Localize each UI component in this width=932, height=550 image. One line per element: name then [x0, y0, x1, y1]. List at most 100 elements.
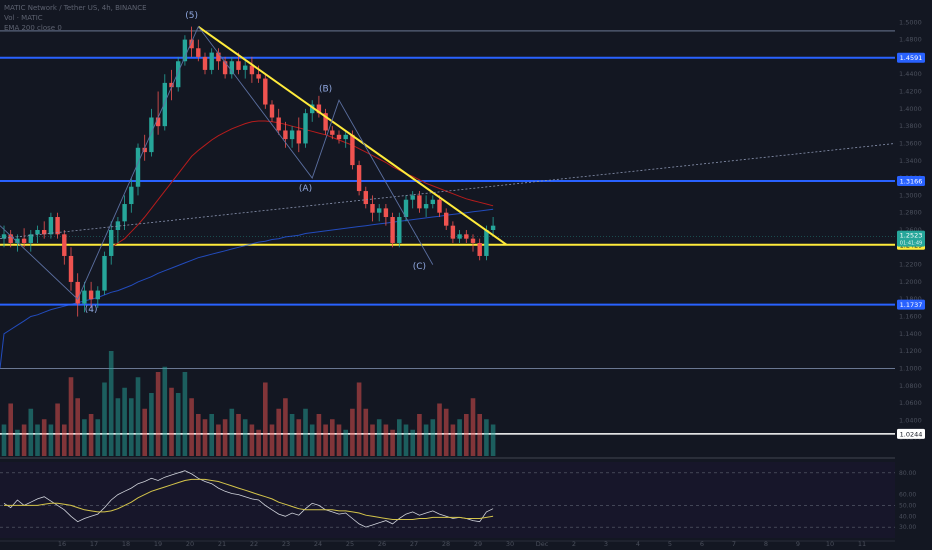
candle-body [229, 61, 234, 75]
volume-bar [410, 429, 415, 456]
candle-body [8, 234, 13, 243]
volume-bar [390, 429, 395, 456]
indicator-vol[interactable]: Vol · MATIC [4, 14, 43, 22]
time-axis[interactable]: 16 17 18 19 20 21 22 23 24 25 26 27 28 29 30 Dec 2 3 4 5 6 7 8… [58, 540, 866, 548]
candle-body [169, 82, 174, 88]
x-tick-label: 29 [474, 540, 482, 548]
candle-body [397, 217, 402, 243]
volume-bar [256, 429, 261, 456]
candle-body [356, 165, 362, 192]
volume-bar [450, 424, 456, 456]
volume-bar [182, 372, 188, 456]
y-tick-label: 1.1400 [899, 330, 922, 338]
candle-body [323, 113, 328, 131]
candle-body [82, 290, 87, 304]
candle-body [316, 104, 322, 114]
candles[interactable] [1, 26, 496, 317]
y-tick-label: 1.4400 [899, 70, 922, 78]
candle-body [135, 147, 141, 187]
candle-body [303, 113, 308, 144]
candle-body [222, 61, 228, 75]
y-tick-label: 1.1800 [899, 295, 922, 303]
volume-bar [296, 419, 302, 456]
wave-label: (C) [413, 262, 426, 272]
candle-body [102, 255, 107, 291]
ema-line [0, 120, 494, 369]
last-price-label: 1.2523 [900, 232, 923, 240]
candle-body [350, 134, 355, 166]
rsi-tick-label: 80.00 [899, 470, 916, 477]
volume-bar [323, 424, 328, 456]
candle-body [437, 199, 442, 213]
x-tick-label: 19 [154, 540, 162, 548]
horizontal-levels[interactable] [0, 30, 895, 435]
candle-body [444, 212, 449, 226]
volume-bar [108, 351, 114, 456]
candle-body [370, 204, 375, 213]
candle-body [21, 238, 27, 243]
candle-body [457, 234, 462, 239]
wave-label: (4) [85, 305, 98, 315]
volume-bar [88, 414, 94, 456]
wave-leg [0, 26, 199, 300]
volume-bar [363, 408, 369, 456]
candle-body [403, 199, 409, 218]
rsi-line [3, 470, 494, 528]
y-tick-label: 1.0600 [899, 399, 922, 407]
candle-body [490, 225, 496, 230]
volume-bar [155, 372, 161, 456]
candle-body [464, 234, 469, 239]
x-tick-label: 3 [604, 540, 608, 548]
level-label: 1.3166 [900, 178, 923, 186]
volume-bar [229, 408, 235, 456]
level-tag [897, 176, 925, 187]
volume-bar [263, 382, 268, 456]
candle-body [289, 130, 295, 140]
candle-body [283, 130, 288, 140]
x-tick-label: 8 [764, 540, 768, 548]
volume-bar [169, 387, 174, 456]
drawings[interactable] [0, 25, 896, 300]
candle-body [68, 255, 74, 282]
volume-bar [330, 419, 335, 456]
x-tick-label: 7 [732, 540, 736, 548]
y-tick-label: 1.1200 [899, 347, 922, 355]
volume-bar [309, 424, 315, 456]
y-tick-label: 1.3400 [899, 157, 922, 165]
volume-bars [1, 351, 496, 456]
candle-body [410, 195, 415, 200]
price-axis[interactable]: 1.50001.48001.46001.44001.42001.40001.38… [895, 0, 932, 550]
volume-bar [490, 424, 496, 456]
level-label: 1.4591 [900, 54, 923, 62]
volume-bar [423, 424, 429, 456]
volume-bar [62, 424, 67, 456]
indicator-ema[interactable]: EMA 200 close 0 [4, 24, 62, 32]
candle-body [155, 117, 161, 127]
volume-bar [175, 393, 181, 456]
volume-bar [1, 424, 7, 456]
rsi-ma-line [4, 478, 494, 520]
volume-bar [457, 419, 462, 456]
chart-legend: MATIC Network / Tether US, 4h, BINANCE V… [4, 3, 147, 33]
volume-bar [283, 398, 288, 456]
volume-bar [417, 414, 422, 456]
grid [0, 457, 895, 542]
x-tick-label: 25 [346, 540, 354, 548]
volume-bar [477, 414, 482, 456]
volume-bar [443, 408, 449, 456]
volume-bar [437, 403, 442, 456]
candle-body [236, 61, 241, 70]
candle-body [55, 217, 60, 235]
x-tick-label: 10 [826, 540, 834, 548]
wave-labels: (5) (B) (A) (C) (4) [85, 11, 426, 315]
symbol-title[interactable]: MATIC Network / Tether US, 4h, BINANCE [4, 4, 147, 12]
rsi-band [0, 462, 895, 538]
y-tick-label: 1.3600 [899, 139, 922, 147]
candle-body [330, 130, 335, 135]
rsi-tick-label: 30.00 [899, 524, 916, 531]
volume-bar [82, 419, 87, 456]
x-tick-label: 5 [668, 540, 672, 548]
volume-bar [115, 398, 121, 456]
volume-bar [350, 408, 355, 456]
